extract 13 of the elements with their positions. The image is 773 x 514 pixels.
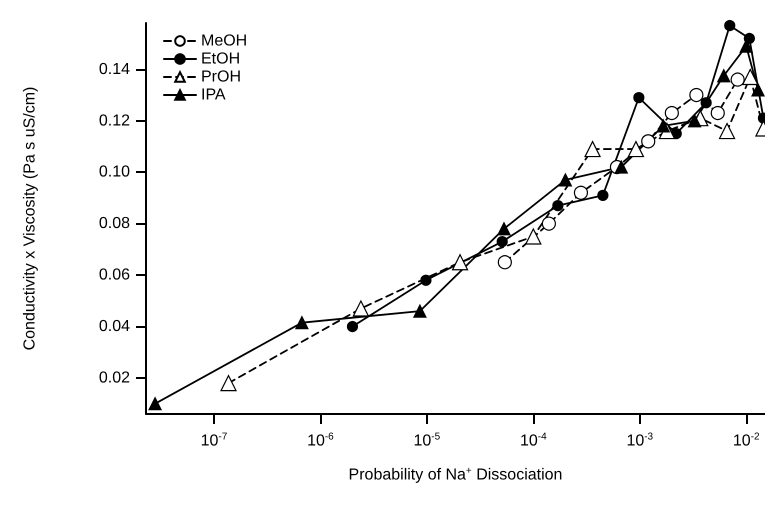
y-tick-label: 0.14	[98, 60, 130, 78]
legend-label: EtOH	[201, 50, 240, 68]
y-tick-label: 0.12	[98, 112, 130, 130]
y-tick-label: 0.02	[98, 369, 130, 386]
legend-label: PrOH	[201, 68, 241, 86]
y-tick-label: 0.04	[98, 318, 130, 336]
y-tick-label: 0.08	[98, 215, 130, 232]
x-axis-title: Probability of Na+ Dissociation	[348, 466, 562, 484]
legend-label: MeOH	[201, 32, 248, 50]
y-axis-title: Conductivity x Viscosity (Pa s uS/cm)	[22, 86, 38, 350]
y-tick-label: 0.06	[98, 266, 130, 284]
y-tick-label: 0.10	[98, 164, 130, 181]
legend-label: IPA	[201, 86, 226, 104]
